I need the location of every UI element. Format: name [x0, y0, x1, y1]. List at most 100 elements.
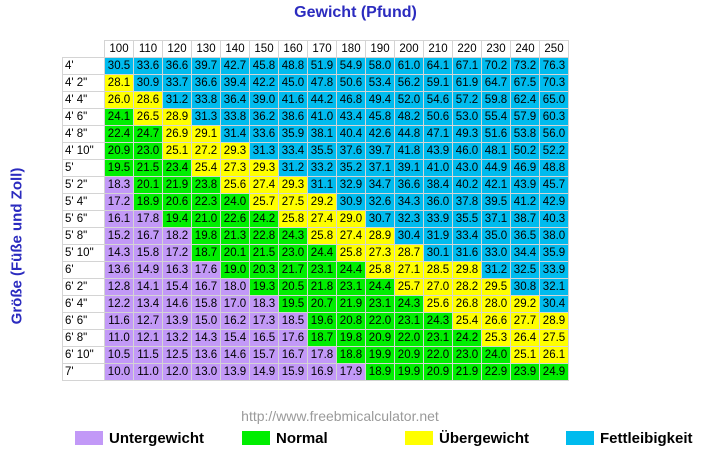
bmi-cell: 37.1: [365, 159, 395, 177]
bmi-cell: 29.3: [278, 176, 308, 194]
bmi-cell: 53.8: [510, 125, 540, 143]
bmi-cell: 39.7: [365, 142, 395, 160]
bmi-cell: 25.4: [452, 312, 482, 330]
bmi-cell: 46.0: [452, 142, 482, 160]
bmi-cell: 24.9: [539, 363, 569, 381]
bmi-cell: 32.5: [510, 261, 540, 279]
bmi-cell: 17.2: [104, 193, 134, 211]
bmi-cell: 34.4: [510, 244, 540, 262]
row-header: 6' 6": [62, 312, 105, 330]
bmi-cell: 27.1: [394, 261, 424, 279]
bmi-cell: 27.4: [307, 210, 337, 228]
row-header: 4' 4": [62, 91, 105, 109]
bmi-cell: 30.4: [539, 295, 569, 313]
bmi-cell: 43.9: [423, 142, 453, 160]
bmi-cell: 20.3: [249, 261, 279, 279]
bmi-cell: 19.5: [104, 159, 134, 177]
bmi-cell: 22.0: [365, 312, 395, 330]
bmi-cell: 23.1: [365, 295, 395, 313]
column-header: 220: [452, 40, 482, 58]
row-header: 5' 2": [62, 176, 105, 194]
bmi-cell: 19.8: [336, 329, 366, 347]
bmi-cell: 19.3: [249, 278, 279, 296]
bmi-cell: 12.2: [104, 295, 134, 313]
bmi-cell: 19.9: [365, 346, 395, 364]
bmi-cell: 30.9: [336, 193, 366, 211]
bmi-cell: 35.9: [539, 244, 569, 262]
bmi-cell: 12.8: [104, 278, 134, 296]
column-header: 250: [539, 40, 569, 58]
bmi-cell: 64.1: [423, 57, 453, 75]
bmi-cell: 73.2: [510, 57, 540, 75]
bmi-cell: 32.6: [365, 193, 395, 211]
bmi-cell: 23.8: [191, 176, 221, 194]
bmi-cell: 21.9: [162, 176, 192, 194]
row-header: 4' 6": [62, 108, 105, 126]
bmi-cell: 13.9: [162, 312, 192, 330]
source-url[interactable]: http://www.freebmicalculator.net: [241, 408, 439, 424]
bmi-cell: 13.6: [191, 346, 221, 364]
bmi-cell: 57.2: [452, 91, 482, 109]
bmi-cell: 17.8: [307, 346, 337, 364]
bmi-cell: 14.3: [104, 244, 134, 262]
bmi-cell: 39.1: [394, 159, 424, 177]
bmi-cell: 25.7: [394, 278, 424, 296]
row-header: 5' 6": [62, 210, 105, 228]
bmi-cell: 37.1: [481, 210, 511, 228]
bmi-cell: 70.3: [539, 74, 569, 92]
bmi-cell: 26.5: [133, 108, 163, 126]
bmi-cell: 25.4: [191, 159, 221, 177]
table-row: 6' 13.6 14.9 16.3 17.6 19.0 20.3 21.7 23.1 24.4 25…: [62, 261, 569, 279]
row-header: 7': [62, 363, 105, 381]
bmi-cell: 16.7: [191, 278, 221, 296]
bmi-cell: 30.4: [394, 227, 424, 245]
table-row: 4' 6" 24.1 26.5 28.9 31.3 33.8 36.2 38.6 41.0 43.…: [62, 108, 569, 126]
legend-label: Übergewicht: [439, 429, 530, 447]
bmi-cell: 32.1: [539, 278, 569, 296]
bmi-cell: 31.9: [423, 227, 453, 245]
row-header: 6': [62, 261, 105, 279]
bmi-cell: 37.8: [452, 193, 482, 211]
bmi-cell: 14.9: [249, 363, 279, 381]
bmi-cell: 45.8: [249, 57, 279, 75]
bmi-cell: 41.8: [394, 142, 424, 160]
bmi-cell: 29.0: [336, 210, 366, 228]
bmi-cell: 24.3: [394, 295, 424, 313]
bmi-cell: 26.8: [452, 295, 482, 313]
column-header: 200: [394, 40, 424, 58]
bmi-cell: 27.4: [336, 227, 366, 245]
column-header: 120: [162, 40, 192, 58]
bmi-cell: 17.2: [162, 244, 192, 262]
bmi-cell: 15.9: [278, 363, 308, 381]
bmi-cell: 33.4: [278, 142, 308, 160]
bmi-cell: 25.8: [307, 227, 337, 245]
bmi-cell: 54.9: [336, 57, 366, 75]
bmi-cell: 30.7: [365, 210, 395, 228]
bmi-cell: 20.7: [307, 295, 337, 313]
bmi-cell: 70.2: [481, 57, 511, 75]
table-row: 7' 10.0 11.0 12.0 13.0 13.9 14.9 15.9 16.9 17.9 18…: [62, 363, 569, 381]
table-row: 6' 4" 12.2 13.4 14.6 15.8 17.0 18.3 19.5 20.7 21.…: [62, 295, 569, 313]
table-row: 5' 19.5 21.5 23.4 25.4 27.3 29.3 31.2 33.2 35.2 37…: [62, 159, 569, 177]
bmi-cell: 29.3: [220, 142, 250, 160]
column-header: 140: [220, 40, 250, 58]
bmi-cell: 16.9: [307, 363, 337, 381]
bmi-cell: 16.7: [133, 227, 163, 245]
bmi-cell: 12.1: [133, 329, 163, 347]
bmi-cell: 27.0: [423, 278, 453, 296]
bmi-cell: 42.9: [539, 193, 569, 211]
bmi-cell: 26.1: [539, 346, 569, 364]
bmi-cell: 21.7: [278, 261, 308, 279]
bmi-cell: 53.4: [365, 74, 395, 92]
bmi-cell: 28.9: [365, 227, 395, 245]
bmi-cell: 20.8: [336, 312, 366, 330]
row-header: 5' 10": [62, 244, 105, 262]
bmi-cell: 76.3: [539, 57, 569, 75]
bmi-cell: 14.3: [191, 329, 221, 347]
bmi-cell: 17.3: [249, 312, 279, 330]
bmi-cell: 17.6: [191, 261, 221, 279]
bmi-cell: 24.0: [481, 346, 511, 364]
bmi-cell: 24.1: [104, 108, 134, 126]
bmi-cell: 42.2: [249, 74, 279, 92]
bmi-cell: 41.0: [423, 159, 453, 177]
